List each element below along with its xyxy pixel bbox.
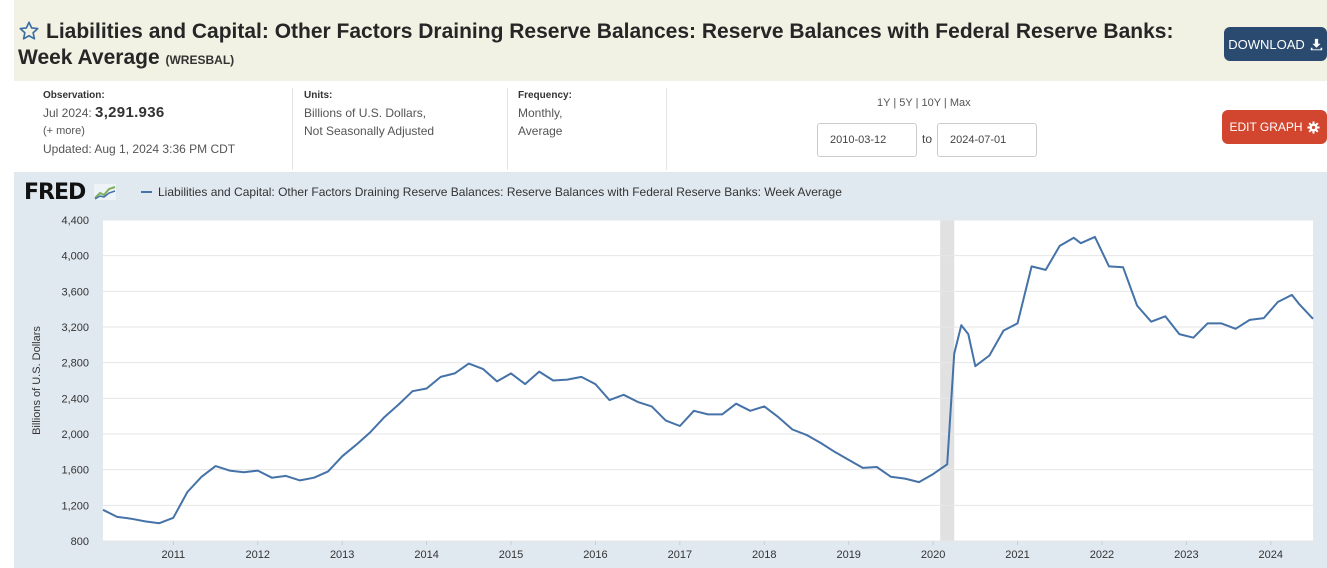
y-tick-label: 4,400 [61, 215, 89, 227]
recession-band [940, 220, 955, 541]
legend-swatch [141, 191, 152, 193]
gear-icon [1306, 120, 1320, 134]
x-tick-label: 2016 [583, 549, 607, 561]
fred-logo-graph-icon [93, 184, 116, 200]
x-tick-label: 2022 [1090, 549, 1114, 561]
x-tick-label: 2012 [246, 549, 270, 561]
range-10y[interactable]: 10Y [921, 97, 941, 109]
range-5y[interactable]: 5Y [899, 97, 913, 109]
range-links: 1Y | 5Y | 10Y | Max [877, 97, 971, 109]
download-label: DOWNLOAD [1228, 36, 1305, 52]
y-tick-label: 800 [71, 536, 89, 548]
observation-label: Observation: [43, 90, 105, 101]
plot-area [103, 220, 1313, 541]
units-line-2: Not Seasonally Adjusted [304, 124, 435, 138]
y-tick-label: 1,600 [61, 465, 89, 477]
x-tick-label: 2014 [414, 549, 438, 561]
y-tick-label: 2,400 [61, 393, 89, 405]
more-observations-link[interactable]: (+ more) [43, 125, 85, 137]
y-tick-label: 1,200 [61, 500, 89, 512]
x-tick-label: 2011 [162, 549, 186, 561]
start-date-input[interactable]: 2010-03-12 [817, 123, 917, 157]
frequency-panel: Frequency: Monthly, Average [507, 88, 667, 170]
series-line [102, 235, 1314, 525]
range-1y[interactable]: 1Y [877, 97, 891, 109]
y-tick-label: 2,000 [61, 429, 89, 441]
y-tick-label: 4,000 [61, 251, 89, 263]
legend-label: Liabilities and Capital: Other Factors D… [158, 185, 842, 199]
x-tick-label: 2018 [752, 549, 776, 561]
range-max[interactable]: Max [949, 97, 971, 109]
frequency-line-2: Average [518, 124, 563, 138]
series-header: Liabilities and Capital: Other Factors D… [14, 0, 1327, 81]
units-panel: Units: Billions of U.S. Dollars, Not Sea… [292, 88, 505, 170]
x-tick-label: 2015 [499, 549, 523, 561]
observation-line: Jul 2024: 3,291.936 [43, 104, 288, 122]
units-line-1: Billions of U.S. Dollars, [304, 106, 427, 120]
y-tick-label: 2,800 [61, 358, 89, 370]
units-label: Units: [304, 90, 333, 101]
updated-timestamp: Updated: Aug 1, 2024 3:36 PM CDT [43, 142, 236, 156]
line-chart[interactable]: 800 1,200 1,600 2,000 2,400 2,800 3,200 3,600 4,… [14, 172, 1327, 568]
observation-panel: Observation: Jul 2024: 3,291.936 (+ more… [43, 88, 288, 170]
x-tick-label: 2021 [1005, 549, 1029, 561]
fred-logo-text: FRED [24, 180, 86, 205]
title-text: Liabilities and Capital: Other Factors D… [18, 20, 1174, 69]
star-icon[interactable] [18, 20, 40, 42]
observation-period: Jul 2024: [43, 106, 92, 120]
y-tick-label: 3,200 [61, 322, 89, 334]
download-button[interactable]: DOWNLOAD [1224, 27, 1327, 61]
download-icon [1310, 38, 1322, 50]
x-tick-label: 2023 [1174, 549, 1198, 561]
y-axis-title: Billions of U.S. Dollars [31, 326, 43, 435]
edit-graph-label: EDIT GRAPH [1229, 120, 1303, 134]
x-tick-label: 2020 [921, 549, 945, 561]
x-tick-label: 2024 [1259, 549, 1283, 561]
x-tick-label: 2019 [836, 549, 860, 561]
chart-legend: Liabilities and Capital: Other Factors D… [141, 185, 842, 199]
x-tick-label: 2013 [330, 549, 354, 561]
end-date-input[interactable]: 2024-07-01 [937, 123, 1037, 157]
graph-panel: FRED Liabilities and Capital: Other Fact… [14, 172, 1327, 568]
series-id: (WRESBAL) [165, 53, 235, 67]
edit-graph-button[interactable]: EDIT GRAPH [1222, 110, 1327, 144]
frequency-line-1: Monthly, [518, 106, 563, 120]
observation-value: 3,291.936 [95, 104, 165, 121]
frequency-label: Frequency: [518, 90, 572, 101]
fred-logo: FRED [24, 180, 116, 205]
date-to-label: to [922, 132, 933, 146]
x-tick-label: 2017 [668, 549, 692, 561]
y-tick-label: 3,600 [61, 286, 89, 298]
page-title: Liabilities and Capital: Other Factors D… [18, 19, 1208, 73]
